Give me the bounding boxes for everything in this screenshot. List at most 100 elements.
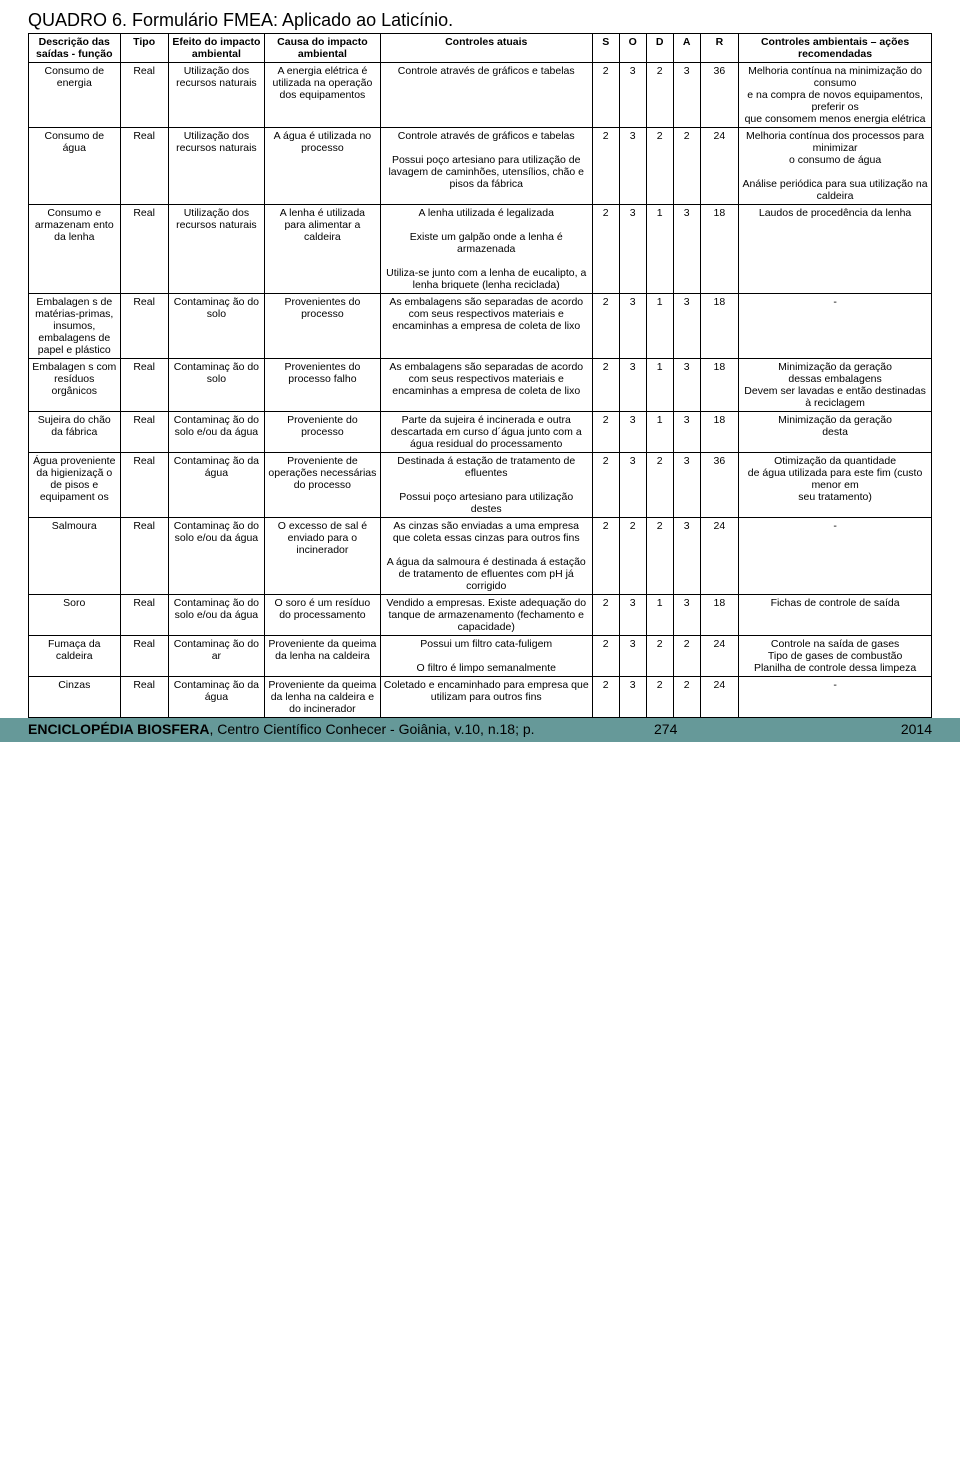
cell-s: 2 (592, 518, 619, 595)
cell-o: 3 (619, 677, 646, 718)
cell-efeito: Contaminaç ão do solo e/ou da água (168, 412, 264, 453)
cell-causa: O soro é um resíduo do processamento (265, 595, 381, 636)
cell-recom: Controle na saída de gasesTipo de gases … (739, 636, 932, 677)
page-footer: ENCICLOPÉDIA BIOSFERA, Centro Científico… (0, 718, 960, 742)
cell-efeito: Contaminaç ão do solo e/ou da água (168, 595, 264, 636)
cell-tipo: Real (120, 205, 168, 294)
cell-s: 2 (592, 595, 619, 636)
cell-tipo: Real (120, 453, 168, 518)
cell-o: 3 (619, 453, 646, 518)
cell-d: 2 (646, 518, 673, 595)
cell-causa: O excesso de sal é enviado para o incine… (265, 518, 381, 595)
cell-recom: Minimização da geraçãodessas embalagensD… (739, 359, 932, 412)
cell-d: 2 (646, 636, 673, 677)
cell-r: 24 (700, 636, 739, 677)
th-causa: Causa do impacto ambiental (265, 34, 381, 63)
cell-recom: Melhoria contínua na minimização do cons… (739, 63, 932, 128)
cell-controles: Coletado e encaminhado para empresa que … (380, 677, 592, 718)
cell-d: 1 (646, 412, 673, 453)
table-row: Consumo de águaRealUtilização dos recurs… (29, 128, 932, 205)
cell-causa: A energia elétrica é utilizada na operaç… (265, 63, 381, 128)
cell-r: 18 (700, 412, 739, 453)
cell-d: 2 (646, 677, 673, 718)
footer-citation: ENCICLOPÉDIA BIOSFERA, Centro Científico… (28, 721, 535, 737)
cell-a: 3 (673, 412, 700, 453)
cell-descricao: Consumo de água (29, 128, 121, 205)
cell-o: 3 (619, 636, 646, 677)
cell-controles: Controle através de gráficos e tabelasPo… (380, 128, 592, 205)
cell-recom: Laudos de procedência da lenha (739, 205, 932, 294)
cell-causa: Proveniente de operações necessárias do … (265, 453, 381, 518)
cell-o: 3 (619, 63, 646, 128)
cell-a: 3 (673, 205, 700, 294)
cell-descricao: Água proveniente da higienizaçã o de pis… (29, 453, 121, 518)
cell-a: 3 (673, 518, 700, 595)
cell-descricao: Consumo e armazenam ento da lenha (29, 205, 121, 294)
table-row: SalmouraRealContaminaç ão do solo e/ou d… (29, 518, 932, 595)
cell-efeito: Utilização dos recursos naturais (168, 63, 264, 128)
cell-a: 3 (673, 294, 700, 359)
cell-recom: - (739, 294, 932, 359)
cell-d: 2 (646, 453, 673, 518)
cell-descricao: Fumaça da caldeira (29, 636, 121, 677)
cell-o: 3 (619, 595, 646, 636)
cell-controles: Destinada á estação de tratamento de efl… (380, 453, 592, 518)
cell-r: 18 (700, 205, 739, 294)
cell-tipo: Real (120, 412, 168, 453)
cell-a: 3 (673, 595, 700, 636)
cell-tipo: Real (120, 677, 168, 718)
cell-recom: Otimização da quantidadede água utilizad… (739, 453, 932, 518)
cell-r: 18 (700, 359, 739, 412)
cell-s: 2 (592, 294, 619, 359)
th-d: D (646, 34, 673, 63)
cell-a: 2 (673, 636, 700, 677)
cell-efeito: Contaminaç ão da água (168, 453, 264, 518)
cell-o: 2 (619, 518, 646, 595)
cell-o: 3 (619, 359, 646, 412)
cell-s: 2 (592, 636, 619, 677)
cell-a: 3 (673, 453, 700, 518)
th-descricao: Descrição das saídas - função (29, 34, 121, 63)
footer-citation-rest: , Centro Científico Conhecer - Goiânia, … (210, 721, 535, 737)
cell-efeito: Contaminaç ão do ar (168, 636, 264, 677)
cell-s: 2 (592, 412, 619, 453)
table-body: Consumo de energiaRealUtilização dos rec… (29, 63, 932, 718)
cell-tipo: Real (120, 128, 168, 205)
cell-s: 2 (592, 128, 619, 205)
cell-controles: Vendido a empresas. Existe adequação do … (380, 595, 592, 636)
cell-efeito: Contaminaç ão do solo (168, 294, 264, 359)
cell-a: 2 (673, 128, 700, 205)
table-row: Água proveniente da higienizaçã o de pis… (29, 453, 932, 518)
cell-controles: As cinzas são enviadas a uma empresa que… (380, 518, 592, 595)
cell-s: 2 (592, 205, 619, 294)
cell-efeito: Utilização dos recursos naturais (168, 205, 264, 294)
th-efeito: Efeito do impacto ambiental (168, 34, 264, 63)
cell-controles: Possui um filtro cata-fuligemO filtro é … (380, 636, 592, 677)
footer-title-bold: ENCICLOPÉDIA BIOSFERA (28, 721, 210, 737)
cell-tipo: Real (120, 359, 168, 412)
table-row: Embalagen s com resíduos orgânicosRealCo… (29, 359, 932, 412)
th-r: R (700, 34, 739, 63)
cell-a: 2 (673, 677, 700, 718)
cell-recom: Melhoria contínua dos processos para min… (739, 128, 932, 205)
cell-r: 24 (700, 128, 739, 205)
cell-s: 2 (592, 453, 619, 518)
cell-efeito: Contaminaç ão do solo (168, 359, 264, 412)
cell-s: 2 (592, 677, 619, 718)
cell-recom: - (739, 677, 932, 718)
cell-descricao: Cinzas (29, 677, 121, 718)
cell-o: 3 (619, 294, 646, 359)
cell-a: 3 (673, 63, 700, 128)
fmea-table: Descrição das saídas - função Tipo Efeit… (28, 33, 932, 718)
cell-d: 1 (646, 359, 673, 412)
cell-causa: Proveniente da queima da lenha na caldei… (265, 636, 381, 677)
cell-r: 36 (700, 63, 739, 128)
table-title: QUADRO 6. Formulário FMEA: Aplicado ao L… (28, 10, 932, 31)
table-row: CinzasRealContaminaç ão da águaProvenien… (29, 677, 932, 718)
cell-controles: Controle através de gráficos e tabelas (380, 63, 592, 128)
cell-descricao: Embalagen s com resíduos orgânicos (29, 359, 121, 412)
cell-causa: A lenha é utilizada para alimentar a cal… (265, 205, 381, 294)
cell-causa: Proveniente da queima da lenha na caldei… (265, 677, 381, 718)
cell-o: 3 (619, 128, 646, 205)
th-controles: Controles atuais (380, 34, 592, 63)
